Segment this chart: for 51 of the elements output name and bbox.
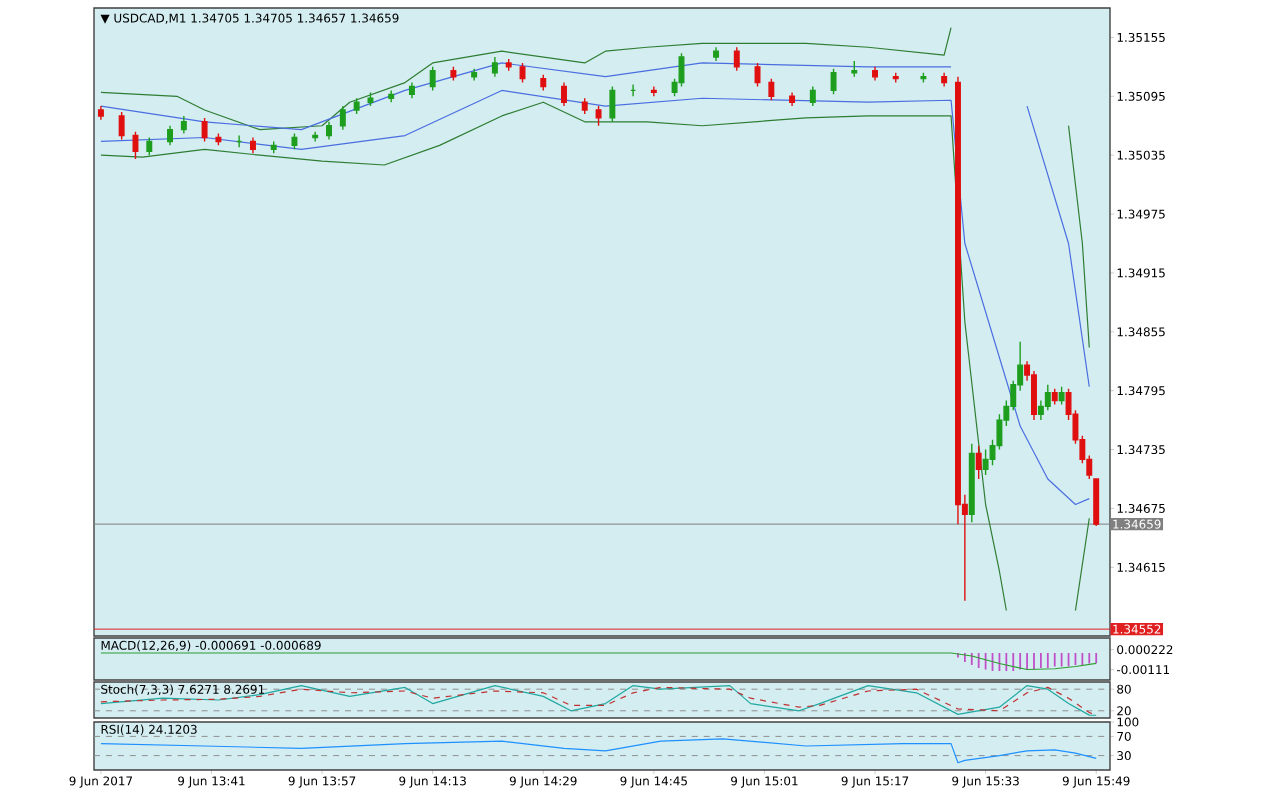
candlestick	[270, 140, 277, 154]
candlestick	[609, 85, 616, 123]
candlestick	[291, 132, 298, 150]
candlestick	[561, 81, 567, 107]
candlestick	[146, 136, 153, 156]
candlestick	[326, 121, 332, 141]
candlestick	[1058, 386, 1065, 406]
candlestick	[388, 89, 395, 103]
candlestick	[982, 448, 989, 476]
candlestick	[312, 130, 319, 143]
candlestick	[367, 91, 374, 107]
candlestick	[471, 68, 478, 82]
candlestick	[132, 130, 139, 160]
candlestick	[201, 117, 208, 143]
candlestick	[505, 58, 512, 72]
candlestick	[540, 74, 547, 92]
candlestick	[851, 60, 858, 78]
candlestick	[491, 56, 498, 78]
candlestick	[789, 91, 796, 107]
candlestick	[180, 115, 187, 135]
candlestick	[968, 442, 975, 523]
candlestick	[167, 125, 174, 147]
candlestick	[408, 81, 415, 99]
candlestick	[519, 62, 526, 84]
candlestick	[595, 105, 602, 127]
candlestick	[118, 111, 125, 141]
candlestick	[768, 77, 775, 101]
candlestick	[872, 66, 878, 82]
candlestick	[941, 72, 948, 88]
candlestick	[1051, 388, 1058, 406]
candlestick	[97, 105, 104, 121]
line-series	[100, 89, 1090, 506]
candlestick	[450, 66, 457, 82]
candlestick	[1044, 384, 1051, 412]
candlestick	[339, 105, 346, 131]
candlestick	[920, 72, 927, 84]
candlestick	[975, 444, 982, 480]
candlestick	[236, 134, 243, 149]
line-series	[100, 738, 1097, 764]
candlestick	[429, 66, 436, 92]
candlestick	[353, 97, 360, 115]
candlestick	[809, 85, 816, 107]
candlestick	[830, 68, 837, 96]
candlestick	[733, 46, 740, 72]
candlestick	[581, 97, 588, 115]
candlestick	[650, 85, 657, 97]
candlestick	[215, 132, 222, 147]
candlestick	[249, 136, 256, 154]
candlestick	[892, 72, 899, 84]
candlestick	[630, 83, 637, 97]
candlestick	[713, 46, 720, 62]
